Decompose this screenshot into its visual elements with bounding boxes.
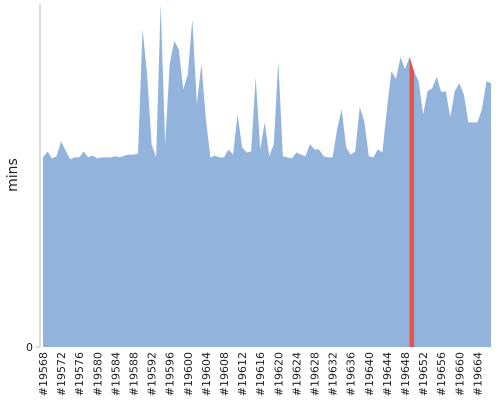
x-tick-label: #19636 (345, 352, 358, 396)
x-tick-label: #19576 (73, 352, 86, 396)
x-tick-label: #19656 (435, 352, 448, 396)
x-tick-label: #19640 (363, 352, 376, 396)
x-tick-label: #19584 (109, 352, 122, 396)
x-tick-label: #19568 (37, 352, 50, 396)
x-tick-label: #19612 (236, 352, 249, 396)
highlight (409, 57, 415, 347)
x-tick-label: #19664 (471, 352, 484, 396)
x-tick-label: #19580 (91, 352, 104, 396)
y-tick-label: 0 (26, 341, 33, 354)
x-tick-label: #19600 (182, 352, 195, 396)
x-tick-label: #19604 (200, 352, 213, 396)
x-tick-label: #19652 (417, 352, 430, 396)
y-axis-label: mins (5, 158, 21, 192)
x-tick-label: #19620 (272, 352, 285, 396)
x-tick-label: #19608 (218, 352, 231, 396)
x-tick-label: #19588 (128, 352, 141, 396)
x-tick-label: #19572 (55, 352, 68, 396)
x-tick-label: #19648 (399, 352, 412, 396)
x-tick-label: #19596 (164, 352, 177, 396)
x-tick-label: #19616 (254, 352, 267, 396)
x-tick-label: #19632 (327, 352, 340, 396)
x-tick-label: #19624 (290, 352, 303, 396)
area (43, 4, 491, 347)
x-tick-label: #19628 (309, 352, 322, 396)
x-tick-label: #19644 (381, 352, 394, 396)
x-tick-label: #19660 (453, 352, 466, 396)
x-tick-label: #19592 (146, 352, 159, 396)
